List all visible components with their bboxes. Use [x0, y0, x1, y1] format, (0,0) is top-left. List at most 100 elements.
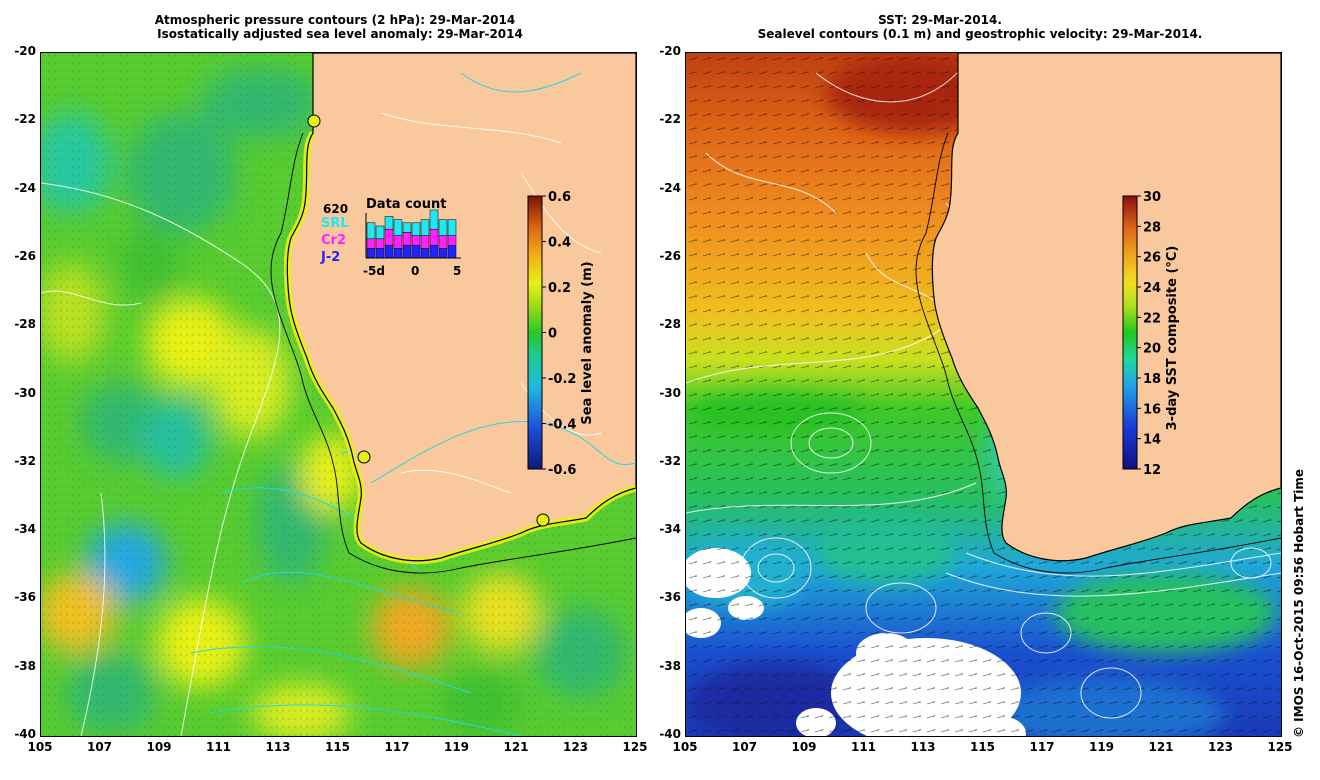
- sst-map: 30 28 26 24 22 20 18 16 14 12 3-day SST composite…: [686, 53, 1281, 736]
- data-count-bars: [366, 209, 457, 259]
- y-tick-label: -32: [659, 453, 681, 468]
- sst-colorbar: 30 28 26 24 22 20 18 16 14 12 3-day SST composite…: [1122, 190, 1180, 478]
- y-tick-label: -40: [659, 727, 681, 741]
- y-tick-label: -36: [659, 590, 681, 605]
- colorbar-tick-label: 30: [1143, 190, 1161, 205]
- data-count-bar-segment: [402, 232, 412, 246]
- colorbar-tick-label: 14: [1143, 433, 1161, 448]
- colorbar-tick-label: 16: [1143, 402, 1161, 417]
- data-count-inset: Data count 620 SRL Cr2 J-2 -5d 0 5: [320, 197, 461, 278]
- x-tick-label: 115: [969, 740, 996, 754]
- data-count-bar-segment: [411, 235, 421, 246]
- legend-j2: J-2: [320, 250, 340, 265]
- data-count-bar-segment: [375, 225, 385, 240]
- data-count-bar-segment: [384, 216, 394, 230]
- shelf-contour: [270, 132, 636, 574]
- x-tick-label: 125: [622, 740, 648, 754]
- dc-tick-zero: 0: [411, 264, 419, 278]
- data-count-bar-segment: [411, 244, 421, 259]
- left-title-line1: Atmospheric pressure contours (2 hPa): 2…: [154, 13, 516, 27]
- y-tick-label: -22: [14, 112, 36, 127]
- x-tick-label: 111: [205, 740, 232, 754]
- x-tick-label: 107: [86, 740, 113, 754]
- sla-map: Data count 620 SRL Cr2 J-2 -5d 0 5: [41, 53, 636, 736]
- x-tick-label: 115: [324, 740, 351, 754]
- colorbar-tick-label: 0.6: [548, 190, 571, 205]
- colorbar-tick-label: 0.4: [548, 236, 571, 251]
- data-count-bar-segment: [447, 244, 457, 259]
- legend-srl: SRL: [321, 216, 349, 231]
- data-count-bar-segment: [420, 219, 430, 236]
- colorbar-tick-label: 12: [1143, 463, 1161, 478]
- sst-map-panel: 30 28 26 24 22 20 18 16 14 12 3-day SST composite…: [685, 52, 1282, 737]
- data-count-bar-segment: [402, 222, 412, 233]
- x-tick-label: 119: [443, 740, 470, 754]
- right-title-line2: Sealevel contours (0.1 m) and geostrophi…: [757, 27, 1203, 41]
- colorbar-tick-label: 0: [548, 327, 557, 342]
- tide-gauge-marker-west: [357, 450, 371, 464]
- x-tick-label: 121: [503, 740, 529, 754]
- colorbar-tick-label: 20: [1143, 342, 1161, 357]
- data-count-bar-segment: [429, 209, 439, 230]
- y-tick-label: -34: [14, 522, 36, 537]
- sla-colorbar-ticks: 0.6 0.4 0.2 0 -0.2 -0.4 -0.6: [542, 190, 576, 478]
- australia-land-sst: [931, 53, 1281, 562]
- imos-credit: © IMOS 16-Oct-2015 09:56 Hobart Time: [1292, 468, 1306, 738]
- x-tick-label: 125: [1267, 740, 1293, 754]
- colorbar-tick-label: -0.6: [548, 463, 576, 478]
- x-tick-label: 123: [1207, 740, 1234, 754]
- x-tick-label: 117: [384, 740, 410, 754]
- x-tick-label: 109: [791, 740, 817, 754]
- land-outline: [286, 132, 636, 562]
- data-count-bar-segment: [429, 244, 439, 259]
- x-tick-label: 121: [1148, 740, 1174, 754]
- y-tick-label: -28: [14, 317, 36, 332]
- colorbar-tick-label: 24: [1143, 281, 1161, 296]
- data-count-bar-segment: [393, 219, 403, 236]
- y-tick-label: -24: [14, 180, 36, 195]
- data-count-bar-segment: [366, 248, 376, 259]
- colorbar-tick-label: 18: [1143, 372, 1161, 387]
- colorbar-tick-label: 22: [1143, 311, 1161, 326]
- y-tick-label: -20: [14, 44, 36, 58]
- tide-gauge-marker-north: [307, 114, 321, 128]
- sla-colorbar-ramp: [527, 195, 543, 470]
- dc-tick-min: -5d: [363, 264, 385, 278]
- x-tick-label: 113: [265, 740, 291, 754]
- y-tick-label: -34: [659, 522, 681, 537]
- left-title-line2: Isostatically adjusted sea level anomaly…: [157, 27, 523, 41]
- sla-colorbar: 0.6 0.4 0.2 0 -0.2 -0.4 -0.6 Sea level anomaly…: [527, 190, 595, 478]
- data-count-bar-segment: [366, 222, 376, 240]
- x-tick-label: 113: [910, 740, 936, 754]
- data-count-bar-segment: [447, 219, 457, 236]
- colorbar-tick-label: -0.2: [548, 372, 576, 387]
- data-count-bar-segment: [438, 219, 448, 236]
- data-count-bar-segment: [384, 244, 394, 259]
- y-tick-label: -32: [14, 453, 36, 468]
- sealevel-contours: [686, 62, 1281, 719]
- sst-colorbar-ramp: [1122, 195, 1138, 470]
- colorbar-tick-label: 28: [1143, 220, 1161, 235]
- dc-tick-max: 5: [453, 264, 461, 278]
- data-count-bar-segment: [420, 248, 430, 259]
- x-tick-label: 105: [27, 740, 53, 754]
- shelf-contour-sst: [915, 132, 1281, 574]
- y-tick-label: -26: [14, 248, 36, 263]
- x-tick-label: 105: [672, 740, 698, 754]
- sst-colorbar-label: 3-day SST composite (°C): [1165, 246, 1180, 431]
- x-tick-label: 111: [850, 740, 877, 754]
- data-count-title: Data count: [366, 197, 446, 212]
- sla-colorbar-label: Sea level anomaly (m): [580, 261, 595, 424]
- data-count-bar-segment: [402, 244, 412, 259]
- y-tick-label: -30: [14, 385, 36, 400]
- y-tick-label: -40: [14, 727, 36, 741]
- data-count-bar-segment: [375, 248, 385, 259]
- y-tick-label: -36: [14, 590, 36, 605]
- x-tick-label: 107: [731, 740, 758, 754]
- x-tick-label: 109: [146, 740, 172, 754]
- y-tick-label: -22: [659, 112, 681, 127]
- y-tick-label: -28: [659, 317, 681, 332]
- data-count-bar-segment: [411, 222, 421, 236]
- data-count-bar-segment: [438, 248, 448, 259]
- data-count-bar-segment: [393, 235, 403, 249]
